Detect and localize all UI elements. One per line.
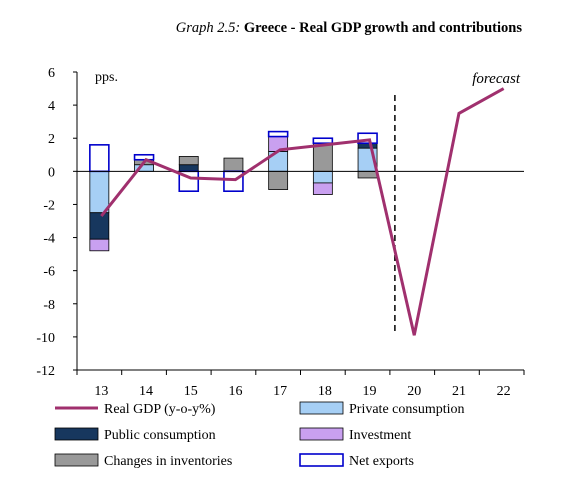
bar-public-consumption [178,164,199,172]
x-tick-label: 20 [407,384,421,399]
x-tick-label: 18 [318,384,332,399]
y-tick-label: -12 [36,364,55,379]
legend-label: Investment [349,428,411,443]
x-tick-label: 15 [184,384,198,399]
gdp-line [100,87,505,336]
chart-title-text: Greece - Real GDP growth and contributio… [243,20,522,36]
bar-net-exports [133,153,155,161]
legend-label: Private consumption [349,402,465,417]
bar-changes-in-inventories [178,156,199,166]
bar-changes-in-inventories [268,170,289,190]
bar-private-consumption [89,170,110,214]
y-tick-label: 4 [48,99,55,114]
y-tick-label: -6 [43,265,55,280]
bar-changes-in-inventories [357,170,378,179]
y-tick-label: -8 [43,298,55,313]
y-axis-label: pps. [95,70,118,85]
bar-public-consumption [89,212,110,240]
y-tick-label: 6 [48,66,55,81]
bar-net-exports [223,170,244,192]
legend-swatch [299,427,344,441]
y-tick-label: 2 [48,132,55,147]
legend-label: Public consumption [104,428,216,443]
bar-investment [312,182,333,195]
legend-swatch [54,453,99,467]
x-tick-label: 19 [363,384,377,399]
legend-swatch [299,453,344,467]
legend-label: Net exports [349,454,414,469]
bar-private-consumption [312,170,333,184]
legend-label: Changes in inventories [104,454,232,469]
legend-swatch [299,401,344,415]
bar-net-exports [89,144,110,173]
bar-investment [89,238,110,252]
bar-changes-in-inventories [223,157,244,172]
bar-changes-in-inventories [312,142,333,172]
x-tick-label: 13 [94,384,108,399]
y-tick-label: -2 [43,198,55,213]
x-tick-label: 21 [452,384,466,399]
y-tick-label: -4 [43,232,55,247]
bar-net-exports [267,130,289,138]
bar-net-exports [312,137,334,144]
bar-net-exports [357,132,378,144]
x-tick-label: 22 [497,384,511,399]
chart-title-label: Graph 2.5: [175,20,241,36]
y-tick-label: -10 [36,331,55,346]
chart-title: Graph 2.5: Greece - Real GDP growth and … [0,20,522,37]
forecast-label: forecast [472,71,521,87]
x-tick-label: 16 [228,384,242,399]
x-tick-label: 17 [273,384,287,399]
legend-swatch [54,427,99,441]
x-tick-label: 14 [139,384,153,399]
y-tick-label: 0 [48,165,55,180]
legend-label: Real GDP (y-o-y%) [104,402,216,417]
